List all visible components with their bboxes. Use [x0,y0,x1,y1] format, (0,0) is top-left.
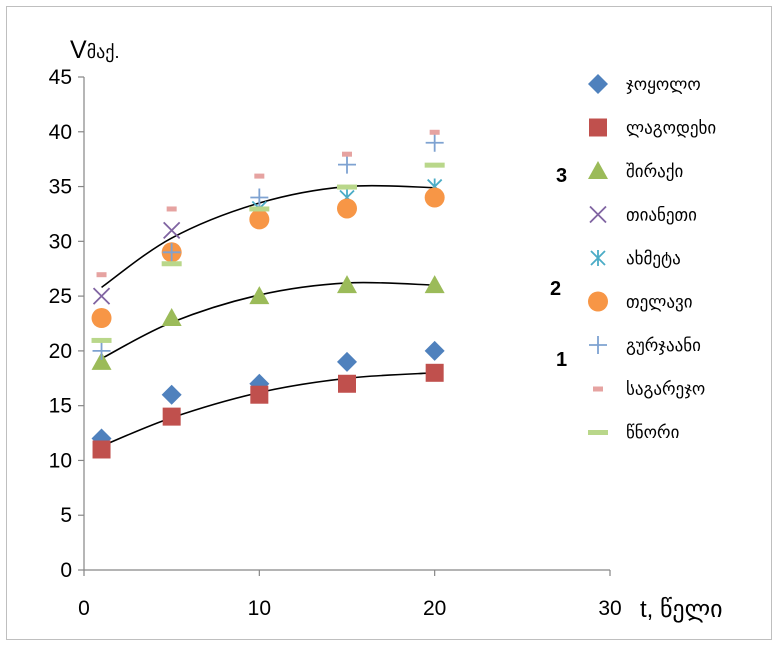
y-axis-label-main: V [70,36,87,64]
point-9-5 [424,162,445,168]
point-1-5 [424,340,445,361]
x-tick-label: 10 [248,597,271,620]
data-points [91,129,445,459]
point-6-4 [337,198,357,219]
legend-label-8: საგარეჯო [626,380,705,400]
legend-label-7: გურჯაანი [626,336,701,356]
legend: ჯოყოლო ლაგოდეხი შირაქი თიანეთი ახმეტა თელავი გ… [588,74,716,443]
legend-label-6: თელავი [626,293,693,313]
legend-marker-2 [589,118,607,137]
point-7-3 [250,188,269,207]
trendline-3 [101,184,435,289]
axes [78,76,611,576]
point-2-3 [250,385,269,404]
point-8-5 [429,129,440,135]
legend-label-2: ლაგოდეხი [626,119,716,139]
legend-marker-7 [589,336,607,354]
point-1-2 [161,384,182,405]
point-2-5 [425,363,444,382]
point-3-5 [424,275,445,294]
x-tick-label: 20 [423,597,446,620]
legend-marker-4 [589,205,607,224]
y-tick-label: 20 [49,340,72,363]
legend-marker-6 [588,291,608,312]
point-2-1 [92,440,111,459]
y-axis-label: Vმაქ. [70,36,119,64]
y-tick-label: 40 [49,121,72,144]
point-2-2 [162,407,181,426]
point-4-1 [92,287,111,305]
x-axis-label: t, წელი [640,596,723,623]
legend-marker-1 [588,74,608,94]
legend-label-9: წნორი [626,423,679,443]
trendline-2 [101,281,435,360]
y-tick-label: 30 [49,230,72,253]
y-tick-label: 0 [60,559,72,582]
point-9-4 [337,184,357,190]
y-tick-label: 25 [49,285,72,308]
x-tick-label: 30 [598,597,621,620]
point-8-3 [254,173,265,179]
y-axis-label-sub: მაქ. [87,42,120,63]
legend-marker-5 [590,250,606,266]
y-tick-label: 45 [49,66,72,89]
point-9-3 [249,206,270,212]
point-4-2 [163,221,181,240]
point-3-3 [249,286,270,305]
point-7-5 [425,133,444,152]
point-7-1 [92,341,111,360]
chart-frame [6,6,772,640]
y-tick-label: 15 [49,395,72,418]
x-tick-label: 0 [78,597,90,620]
legend-marker-3 [588,161,608,179]
point-3-1 [91,351,112,370]
point-3-2 [161,308,182,327]
point-6-3 [249,209,270,230]
point-1-4 [337,351,357,372]
point-6-5 [424,187,445,208]
point-7-2 [162,243,181,262]
legend-label-5: ახმეტა [626,249,681,269]
y-tick-label: 10 [49,449,72,472]
legend-label-3: შირაქი [626,162,683,182]
legend-marker-8 [593,386,603,392]
point-2-4 [338,374,356,393]
trendline-label-3: 3 [556,165,567,187]
legend-label-4: თიანეთი [626,206,697,226]
point-9-1 [91,337,112,343]
tick-labels: 0 5 10 15 20 25 30 35 40 45 0 10 20 30 [49,66,622,620]
point-6-1 [91,308,112,329]
trendline-label-1: 1 [556,349,567,371]
y-tick-label: 5 [60,504,72,527]
point-9-2 [161,261,182,267]
point-3-4 [337,275,357,294]
legend-label-1: ჯოყოლო [626,75,701,95]
y-tick-label: 35 [49,176,72,199]
point-7-4 [338,155,356,174]
point-8-2 [166,206,177,212]
point-8-1 [96,272,107,278]
legend-marker-9 [588,430,608,435]
point-8-4 [342,151,352,157]
trendline-label-2: 2 [550,278,561,300]
